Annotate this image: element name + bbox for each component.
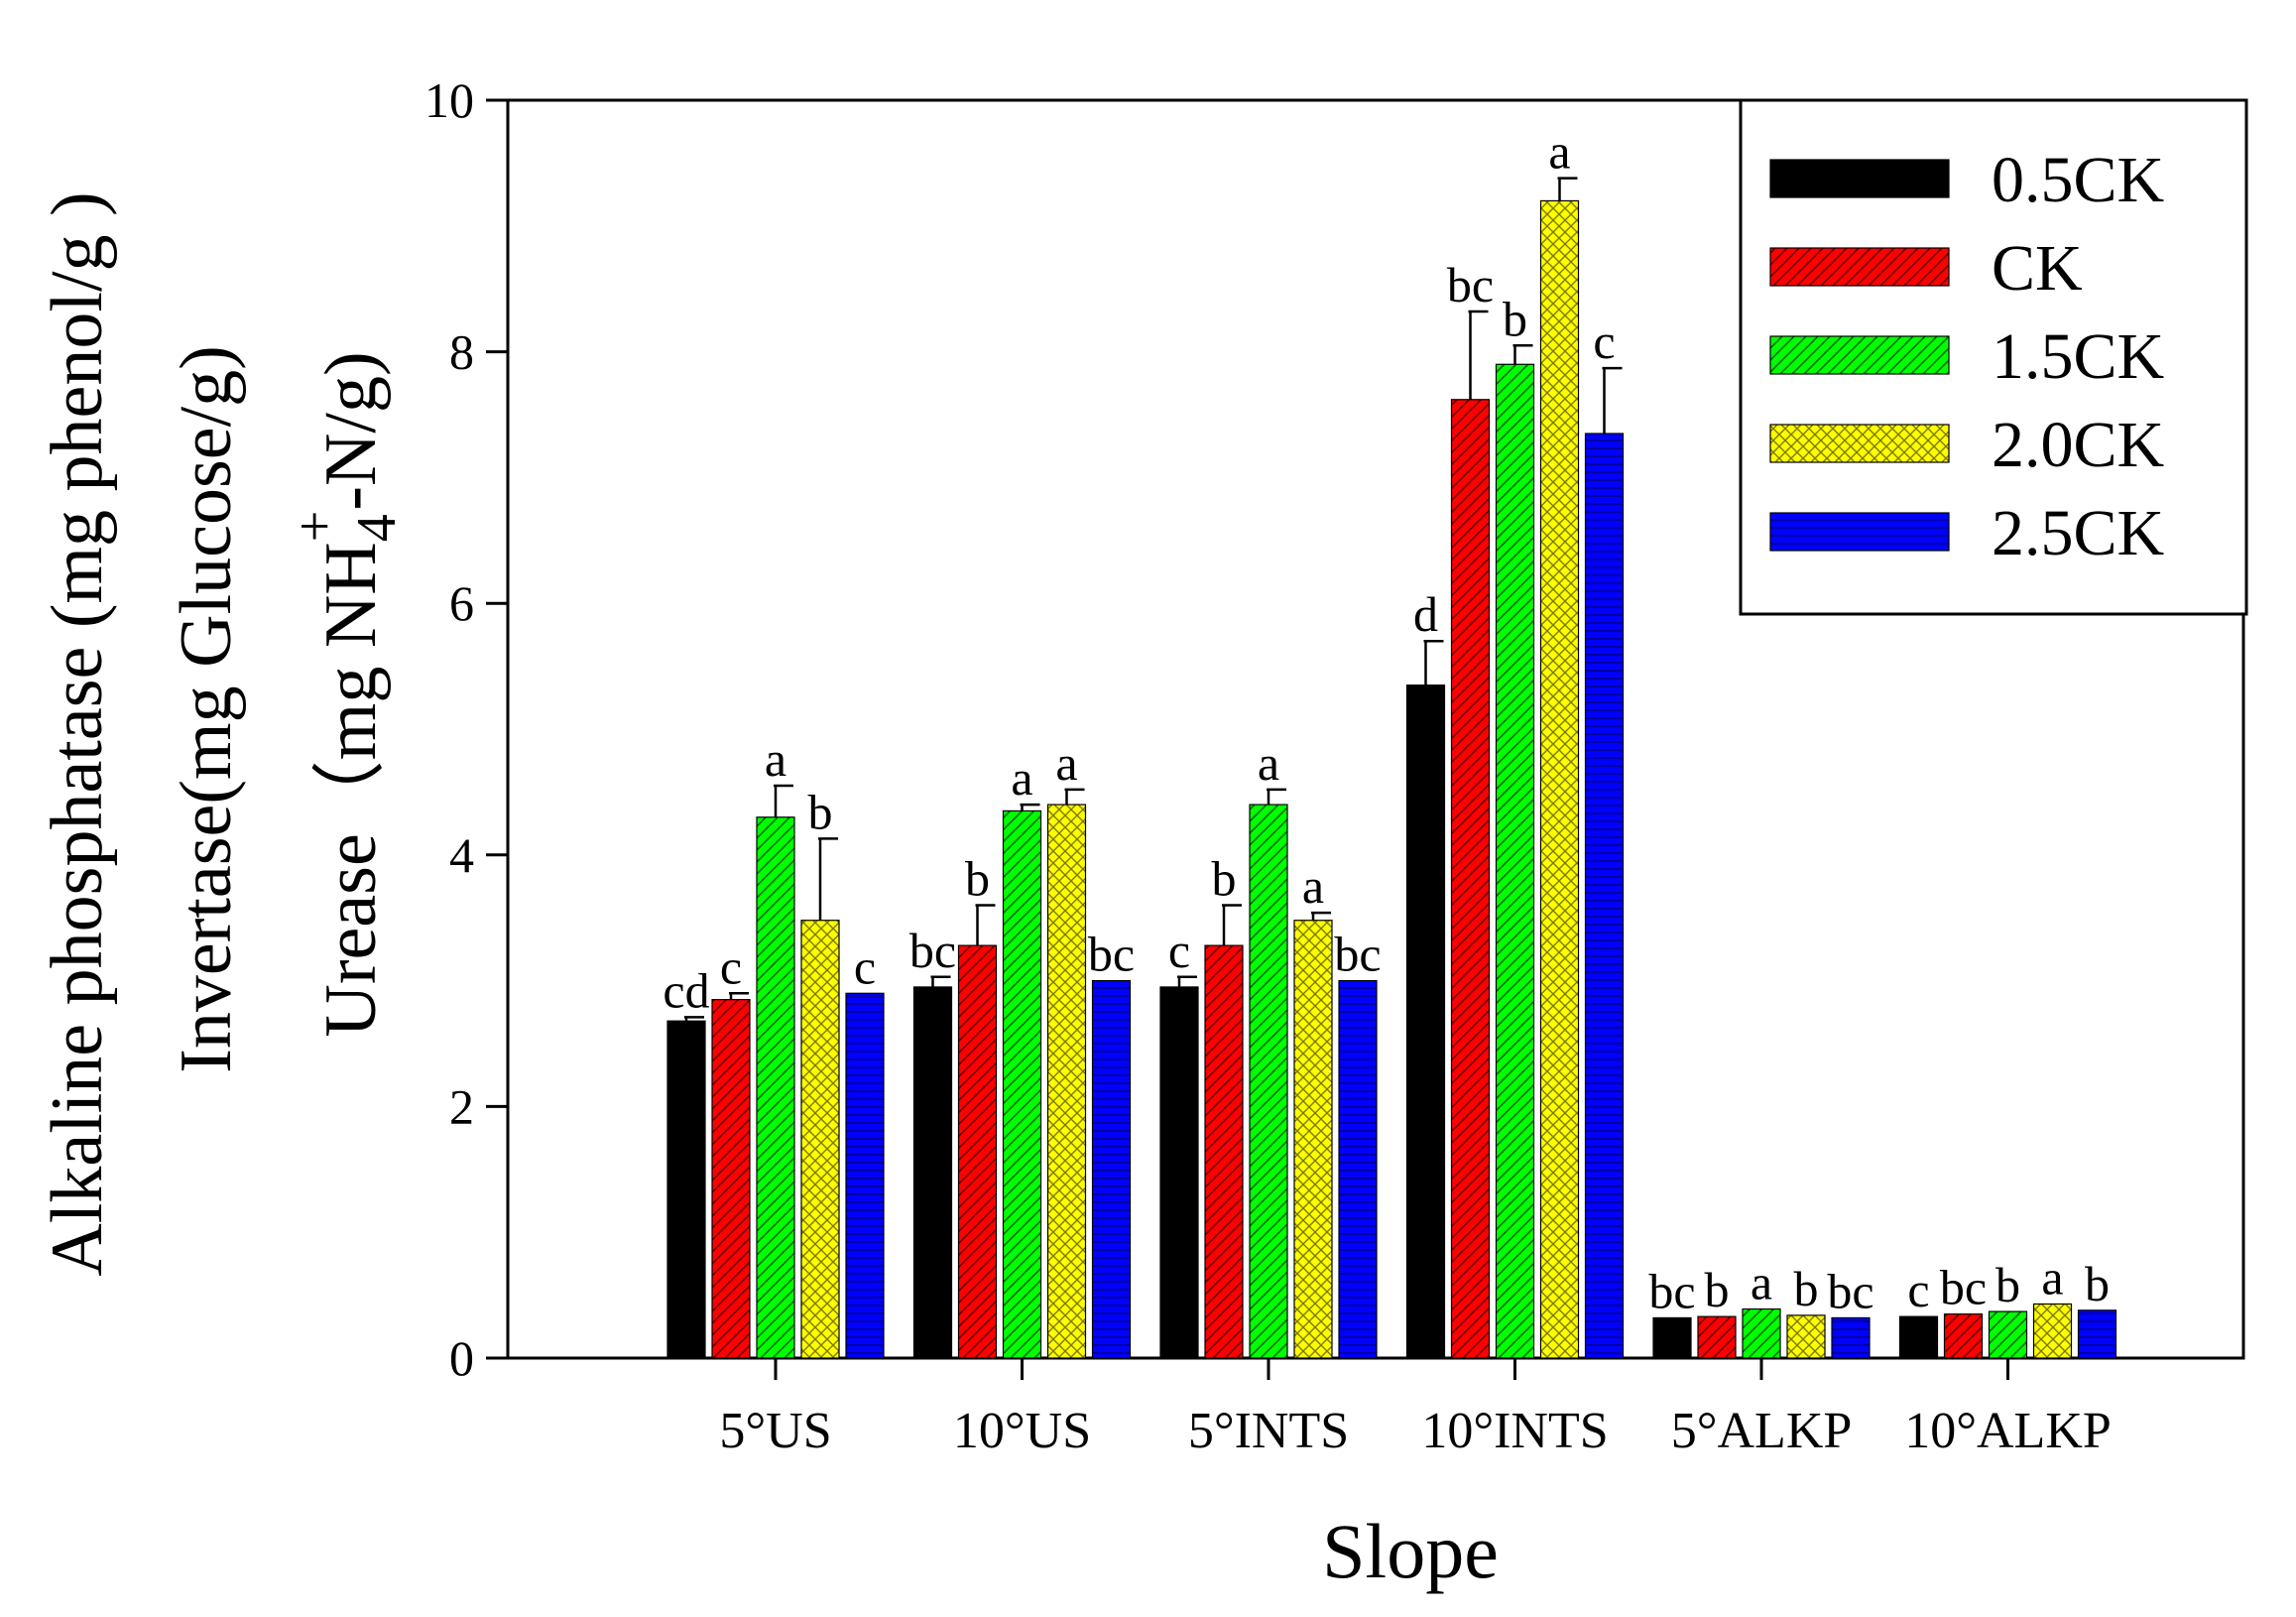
significance-label: a [1548,124,1570,180]
bar-1.5CK-10°ALKP [1988,1310,2028,1359]
bar-1.5CK-5°INTS [1249,804,1288,1359]
significance-label: bc [1334,927,1381,982]
bar-CK-10°US [957,944,998,1359]
y-axis-title-line3: Urease（mg NH4+-N/g) [285,351,408,1037]
bar-2.5CK-5°ALKP [1831,1316,1871,1359]
significance-label: a [1055,735,1077,791]
significance-label: b [1705,1262,1730,1317]
x-tick-label: 10°ALKP [1904,1403,2112,1459]
urease-label-prefix: Urease（mg NH [310,542,392,1037]
x-tick-label: 10°US [953,1403,1091,1459]
significance-label: b [965,851,990,907]
significance-label: bc [1447,257,1494,312]
bar-0.5CK-10°INTS [1405,684,1446,1359]
y-tick-label: 2 [449,1078,474,1134]
bar-2.0CK-10°INTS [1539,199,1580,1359]
significance-label: a [765,731,786,787]
y-tick-label: 4 [449,827,474,883]
legend-label-CK: CK [1992,232,2083,305]
significance-label: cd [663,962,709,1018]
significance-label: b [1503,291,1527,346]
significance-label: c [854,938,876,994]
legend: 0.5CK CK 1.5CK 2.0CK 2.5CK [1739,98,2248,616]
bar-0.5CK-5°ALKP [1652,1316,1692,1359]
y-axis-title-line2: Invertase(mg Glucose/g) [166,345,247,1073]
y-tick-label: 10 [424,72,474,128]
significance-label: b [2085,1256,2110,1311]
urease-label-suffix: -N/g) [310,351,392,510]
bar-0.5CK-5°INTS [1159,986,1199,1359]
significance-label: b [1212,851,1237,907]
x-axis-category-labels: 5°US 10°US 5°INTS 10°INTS 5°ALKP 10°ALKP [719,1358,2112,1459]
significance-label: c [1168,923,1190,978]
legend-swatch-2.5CK [1769,512,1950,552]
bar-CK-5°US [711,999,751,1359]
bar-2.0CK-5°US [800,920,840,1359]
significance-label: b [1995,1257,2020,1312]
significance-label: bc [1940,1260,1987,1315]
y-axis-ticks: 0 2 4 6 8 10 [424,72,508,1386]
significance-label: d [1413,586,1438,642]
legend-label-1.5CK: 1.5CK [1992,320,2164,393]
significance-label: b [1794,1261,1819,1316]
significance-label: c [1907,1262,1929,1317]
significance-label: c [720,938,742,994]
bar-CK-5°ALKP [1697,1315,1737,1359]
legend-label-2.0CK: 2.0CK [1992,409,2164,481]
bar-2.5CK-10°ALKP [2077,1309,2117,1359]
bar-2.0CK-5°INTS [1293,920,1333,1359]
significance-label: a [2041,1249,2063,1305]
legend-label-0.5CK: 0.5CK [1992,144,2164,216]
significance-label: a [1302,858,1324,914]
significance-label: c [1593,313,1615,369]
bar-2.5CK-5°INTS [1338,979,1378,1359]
legend-swatch-1.5CK [1769,335,1950,375]
urease-label-subscript: 4 [346,514,408,542]
bar-2.5CK-5°US [845,992,885,1359]
bar-2.0CK-10°ALKP [2032,1303,2073,1359]
y-tick-label: 0 [449,1330,474,1386]
bar-0.5CK-10°ALKP [1898,1315,1939,1359]
y-tick-label: 8 [449,324,474,380]
legend-label-2.5CK: 2.5CK [1992,497,2164,569]
x-axis-title: Slope [1322,1508,1499,1594]
y-axis-title-line1: Alkaline phosphatase (mg phenol/g ) [37,191,118,1276]
legend-swatch-2.0CK [1769,424,1950,463]
y-tick-label: 6 [449,575,474,631]
bar-2.5CK-10°INTS [1584,433,1625,1359]
significance-label: bc [909,923,956,978]
bar-CK-5°INTS [1204,944,1244,1359]
bar-2.0CK-5°ALKP [1786,1314,1826,1359]
significance-label: a [1751,1255,1772,1310]
bar-1.5CK-5°US [756,816,795,1359]
bar-CK-10°INTS [1450,399,1491,1359]
x-tick-label: 10°INTS [1421,1403,1608,1459]
bar-1.5CK-10°US [1002,809,1042,1359]
urease-label-superscript: + [285,511,346,543]
legend-swatch-CK [1769,247,1950,287]
significance-label: bc [1088,927,1135,982]
bar-0.5CK-10°US [912,986,953,1359]
legend-swatch-0.5CK [1769,159,1950,198]
significance-label: bc [1648,1263,1695,1318]
bar-1.5CK-5°ALKP [1742,1307,1781,1359]
bar-2.5CK-10°US [1091,979,1132,1359]
significance-label: a [1258,735,1279,791]
bar-0.5CK-5°US [666,1020,706,1359]
significance-label: a [1011,750,1032,806]
x-tick-label: 5°INTS [1188,1403,1349,1459]
x-tick-label: 5°ALKP [1671,1403,1853,1459]
bar-2.0CK-10°US [1046,804,1087,1359]
bar-1.5CK-10°INTS [1495,363,1535,1359]
x-tick-label: 5°US [719,1403,831,1459]
bar-CK-10°ALKP [1943,1313,1984,1359]
significance-label: bc [1827,1263,1873,1318]
significance-label: b [808,784,833,839]
